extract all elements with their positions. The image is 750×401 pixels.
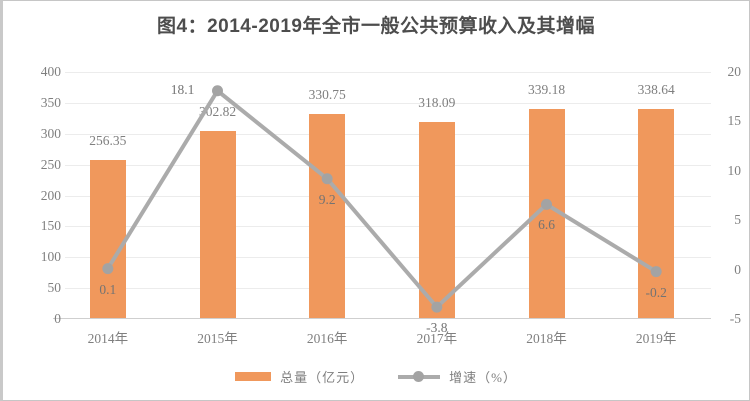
bar-2015 <box>199 131 236 318</box>
left-axis-tick-label: 0 <box>54 311 61 326</box>
bar-value-label: 339.18 <box>527 81 566 97</box>
line-marker <box>102 263 114 275</box>
bar-value-label: 338.64 <box>637 81 675 97</box>
bar-2014 <box>89 159 126 318</box>
legend-item-total: 总量（亿元） <box>235 367 364 386</box>
bar-2019 <box>638 108 675 318</box>
bar-series-swatch <box>235 372 272 381</box>
bar-value-label: 330.75 <box>308 86 346 102</box>
legend-item-growth: 增速（%） <box>398 367 517 386</box>
left-axis-tick-label: 150 <box>40 218 61 234</box>
line-swatch-marker-icon <box>413 371 425 382</box>
right-axis-tick-label: 15 <box>727 113 742 129</box>
growth-line <box>106 87 658 311</box>
gridline <box>65 164 711 166</box>
line-value-label: -3.8 <box>426 320 448 336</box>
gridline <box>65 72 711 73</box>
line-marker <box>321 173 333 185</box>
bar-2016 <box>309 113 346 318</box>
right-axis-tick-label: 0 <box>734 261 741 277</box>
left-axis-tick-label: 250 <box>40 156 61 172</box>
gridline <box>65 195 711 197</box>
left-axis-tick-label: 100 <box>40 249 61 265</box>
left-axis-tick-label: 50 <box>47 280 62 296</box>
gridline <box>65 288 711 290</box>
growth-line-layer <box>102 85 662 313</box>
chart-title: 图4：2014-2019年全市一般公共预算收入及其增幅 <box>157 16 595 37</box>
line-value-label: -0.2 <box>645 284 667 300</box>
gridline <box>65 226 711 228</box>
x-axis-label-2017: 2017年 <box>416 331 458 346</box>
x-axis-line <box>53 318 711 319</box>
right-axis-tick-label: 10 <box>727 162 742 178</box>
left-axis-tick-label: 400 <box>40 64 61 79</box>
right-axis-tick-label: 20 <box>727 64 742 79</box>
x-axis-label-2016: 2016年 <box>306 331 348 346</box>
line-marker <box>650 266 662 278</box>
x-axis-label-2019: 2019年 <box>635 331 677 346</box>
line-marker <box>541 198 552 210</box>
line-value-label: 6.6 <box>538 217 555 233</box>
gridline <box>65 133 711 135</box>
left-axis-tick-label: 200 <box>40 187 61 203</box>
line-value-label: 18.1 <box>170 81 195 97</box>
line-marker <box>212 85 223 97</box>
right-axis-tick-label: -5 <box>729 311 741 326</box>
plot-area: 256.35 2014年 302.82 2015年 330.75 2016年 318.09 2… <box>53 72 711 346</box>
bar-value-label: 318.09 <box>418 94 456 110</box>
gridline <box>65 102 711 104</box>
legend-label-growth: 增速（%） <box>449 370 517 385</box>
x-axis-label-2014: 2014年 <box>87 331 129 346</box>
line-value-label: 0.1 <box>99 281 117 297</box>
gridline <box>65 257 711 259</box>
bar-value-label: 256.35 <box>89 132 127 148</box>
right-axis-tick-label: 5 <box>734 212 741 228</box>
legend-label-total: 总量（亿元） <box>280 370 365 385</box>
left-axis-tick-label: 350 <box>40 94 61 110</box>
line-marker <box>431 301 443 313</box>
legend: 总量（亿元） 增速（%） <box>3 367 749 386</box>
left-axis-tick-label: 300 <box>40 125 61 141</box>
line-series-swatch <box>398 371 441 382</box>
bar-2017 <box>418 121 455 318</box>
line-value-label: 9.2 <box>318 191 336 207</box>
x-axis-label-2015: 2015年 <box>197 331 238 346</box>
x-axis-label-2018: 2018年 <box>526 331 567 346</box>
